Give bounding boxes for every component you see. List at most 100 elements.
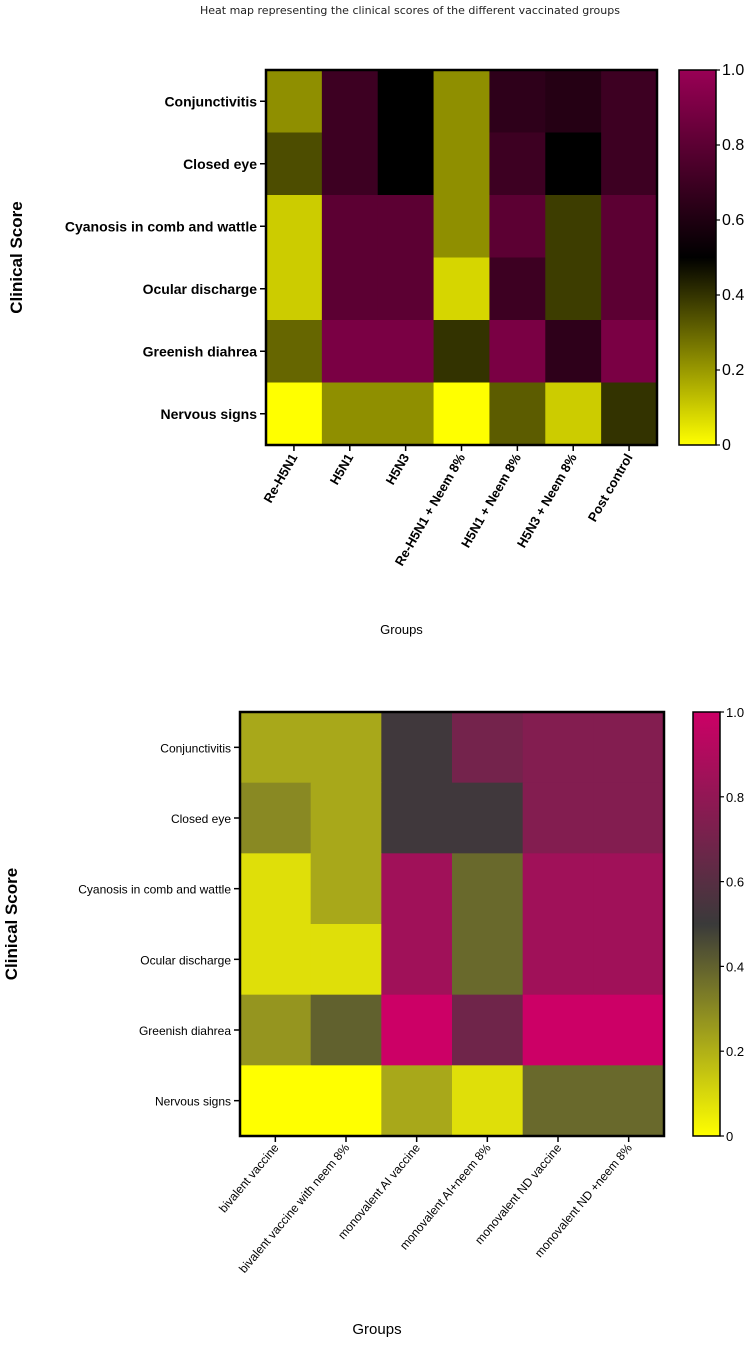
heatmap-cell (321, 320, 379, 384)
heatmap-cell (240, 853, 312, 925)
colorbar-tick-label: 0.2 (726, 1044, 744, 1059)
heatmap-cell (489, 195, 546, 259)
heatmap-cell (452, 1065, 524, 1137)
heatmap-cell (310, 994, 382, 1066)
colorbar-tick-label: 0.2 (722, 362, 744, 379)
heatmap-cell (240, 712, 312, 784)
heatmap-cell (601, 257, 658, 321)
heatmap-cell (545, 320, 602, 384)
heatmap-cell (240, 994, 312, 1066)
heatmap-cell (266, 132, 323, 196)
column-label: H5N3 (383, 451, 413, 487)
heatmap-cell (321, 70, 379, 134)
heatmap-cell (240, 924, 312, 996)
row-label: Cyanosis in comb and wattle (65, 218, 257, 234)
heatmap-cell (381, 1065, 453, 1137)
heatmap-cell (522, 712, 594, 784)
row-label: Closed eye (171, 812, 231, 826)
column-label: H5N3 + Neem 8% (514, 451, 580, 551)
heatmap-cell (433, 257, 491, 321)
heatmap-cell (593, 994, 665, 1066)
heatmap-cell (601, 132, 658, 196)
colorbar-tick-label: 1.0 (726, 705, 744, 720)
y-axis-title: Clinical Score (2, 868, 21, 980)
heatmap-cell (310, 712, 382, 784)
heatmap-cell (433, 132, 491, 196)
heatmap-cell (381, 782, 453, 854)
colorbar-tick-label: 1.0 (722, 62, 744, 79)
heatmap-cell (433, 195, 491, 259)
heatmap-cell (381, 924, 453, 996)
heatmap-cell (377, 132, 435, 196)
heatmap-cell (489, 382, 546, 446)
colorbar-tick-label: 0.8 (722, 137, 744, 154)
heatmap-cell (593, 1065, 665, 1137)
heatmap-cell (377, 70, 435, 134)
heatmap-cell (381, 853, 453, 925)
heatmap-cell (522, 853, 594, 925)
heatmap-cell (452, 994, 524, 1066)
heatmap-cell (321, 257, 379, 321)
heatmap-cell (310, 782, 382, 854)
heatmap-cell (601, 320, 658, 384)
heatmap-cell (489, 257, 546, 321)
column-label: Post control (585, 451, 636, 524)
heatmap-cell (489, 132, 546, 196)
heatmap-cell (381, 994, 453, 1066)
colorbar-tick-label: 0.4 (722, 287, 744, 304)
column-label: H5N1 + Neem 8% (458, 451, 524, 551)
heatmap-cell (377, 382, 435, 446)
heatmap-cell (310, 1065, 382, 1137)
heatmap-cell (433, 320, 491, 384)
row-label: Ocular discharge (140, 953, 231, 967)
y-axis-title: Clinical Score (7, 201, 26, 313)
row-label: Ocular discharge (143, 281, 258, 297)
heatmap-cell (377, 257, 435, 321)
heatmap-cell (522, 1065, 594, 1137)
colorbar-tick-label: 0 (726, 1129, 733, 1144)
heatmap-cell (377, 195, 435, 259)
heatmap-cell (489, 70, 546, 134)
heatmap-cell (321, 132, 379, 196)
heatmap-cell (489, 320, 546, 384)
colorbar-tick-label: 0.6 (722, 212, 744, 229)
heatmap-cell (545, 70, 602, 134)
heatmap-cell (433, 382, 491, 446)
colorbar-tick-label: 0.8 (726, 790, 744, 805)
x-axis-title: Groups (380, 622, 423, 637)
heatmap-cell (433, 70, 491, 134)
heatmap-cell (452, 712, 524, 784)
row-label: Cyanosis in comb and wattle (78, 883, 231, 897)
colorbar-tick-label: 0.4 (726, 959, 744, 974)
heatmap-cell (452, 924, 524, 996)
heatmap-cell (593, 924, 665, 996)
heatmap-cell (522, 994, 594, 1066)
heatmap-cell (593, 782, 665, 854)
heatmap-cell (522, 924, 594, 996)
heatmap-cell (266, 320, 323, 384)
heatmap-cell (266, 195, 323, 259)
heatmap-chart-1: Conjunctivitis Closed eye Cyanosis in comb… (7, 62, 744, 637)
row-label: Nervous signs (161, 406, 258, 422)
row-label: Conjunctivitis (164, 93, 257, 109)
heatmap-cell (601, 195, 658, 259)
row-label: Closed eye (183, 156, 257, 172)
heatmap-cell (377, 320, 435, 384)
heatmap-cell (266, 257, 323, 321)
heatmap-cell (545, 132, 602, 196)
heatmap-cell (310, 853, 382, 925)
heatmap-cell (240, 1065, 312, 1137)
heatmap-cell (266, 382, 323, 446)
heatmap-cell (381, 712, 453, 784)
row-label: Conjunctivitis (160, 741, 231, 755)
row-label: Greenish diahrea (143, 343, 258, 359)
row-label: Nervous signs (155, 1095, 231, 1109)
heatmap-cell (310, 924, 382, 996)
heatmap-chart-2: Conjunctivitis Closed eye Cyanosis in comb… (2, 705, 744, 1338)
heatmap-cell (522, 782, 594, 854)
colorbar-tick-label: 0.6 (726, 875, 744, 890)
heatmap-cell (545, 195, 602, 259)
heatmap-cell (266, 70, 323, 134)
colorbar (678, 69, 717, 446)
